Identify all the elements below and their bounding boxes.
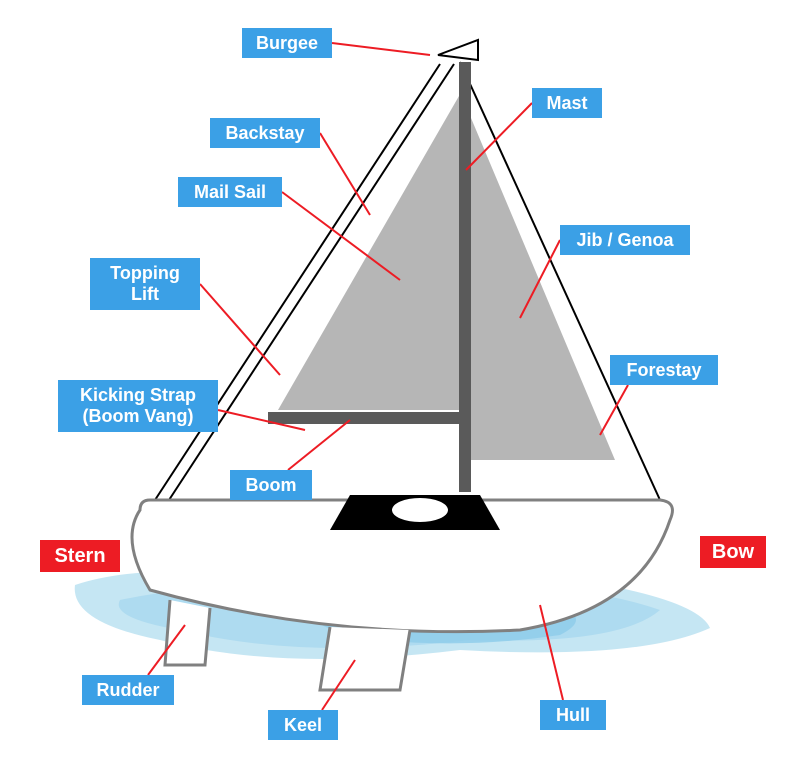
label-burgee: Burgee <box>242 28 332 58</box>
label-bow: Bow <box>700 536 766 568</box>
label-mast: Mast <box>532 88 602 118</box>
label-topping: Topping Lift <box>90 258 200 310</box>
label-keel: Keel <box>268 710 338 740</box>
label-jib: Jib / Genoa <box>560 225 690 255</box>
label-boom: Boom <box>230 470 312 500</box>
label-rudder: Rudder <box>82 675 174 705</box>
label-stern: Stern <box>40 540 120 572</box>
label-mailsail: Mail Sail <box>178 177 282 207</box>
label-backstay: Backstay <box>210 118 320 148</box>
label-forestay: Forestay <box>610 355 718 385</box>
label-hull: Hull <box>540 700 606 730</box>
diagram-stage: Burgee Mast Backstay Mail Sail Jib / Genoa To… <box>0 0 800 763</box>
label-kicking: Kicking Strap (Boom Vang) <box>58 380 218 432</box>
